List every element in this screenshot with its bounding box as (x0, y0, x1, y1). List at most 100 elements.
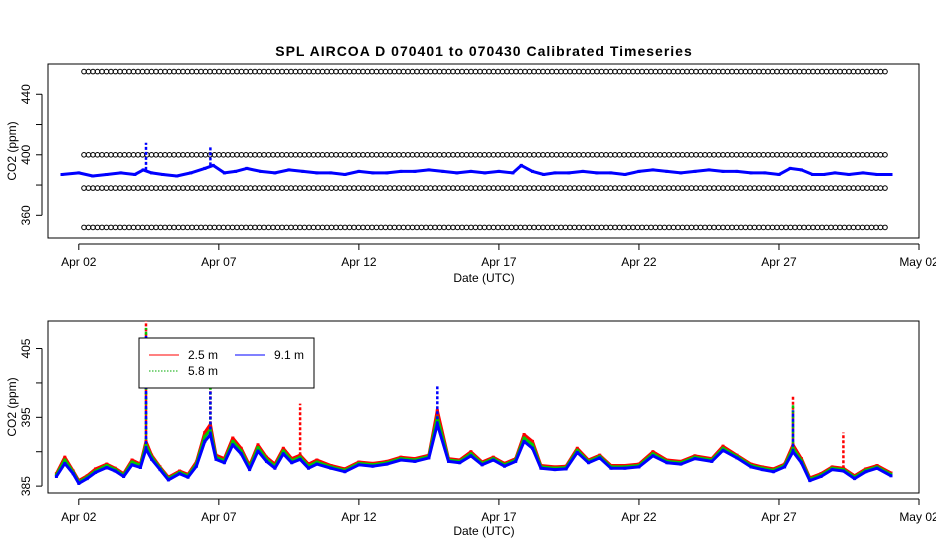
bottom-series-9-1-m (54, 334, 893, 485)
bottom-x-tick-label: Apr 02 (61, 510, 97, 524)
bottom-point-2-5-m (469, 450, 473, 454)
top-point-co2 (595, 171, 599, 175)
bottom-point-9-1-m (693, 457, 697, 461)
top-point-co2 (721, 169, 725, 173)
bottom-point-9-1-m (749, 465, 753, 469)
bottom-point-9-1-m (651, 454, 655, 458)
top-point-co2 (609, 171, 613, 175)
bottom-x-tick-label: May 02 (899, 510, 936, 524)
bottom-point-5-8-m (522, 436, 526, 440)
bottom-point-9-1-m (564, 467, 568, 471)
bottom-point-9-1-m (447, 459, 450, 463)
top-series (60, 142, 893, 178)
top-point-co2 (329, 171, 333, 175)
bottom-y-axis: 385 395 405 (19, 338, 43, 496)
bottom-x-tick-label: Apr 17 (481, 510, 517, 524)
top-point-co2 (542, 173, 546, 176)
bottom-x-tick-label: Apr 07 (201, 510, 237, 524)
top-y-axis-label: CO2 (ppm) (5, 121, 19, 180)
top-y-tick-label: 400 (19, 144, 33, 164)
top-point-co2 (665, 169, 669, 173)
top-point-co2 (60, 173, 64, 176)
bottom-point-9-1-m (315, 462, 319, 466)
top-point-co2 (413, 169, 417, 173)
top-point-co2 (133, 173, 137, 176)
top-point-co2 (273, 171, 277, 175)
top-point-co2 (581, 169, 585, 173)
bottom-point-9-1-m (85, 477, 89, 481)
top-panel: Apr 02 Apr 07 Apr 12 Apr 17 Apr 22 Apr 27 May … (5, 63, 936, 285)
top-point-co2 (483, 171, 487, 175)
top-point-co2 (385, 171, 389, 175)
bottom-point-9-1-m (307, 466, 310, 470)
bottom-y-tick-label: 385 (19, 476, 33, 496)
top-point-co2 (637, 169, 641, 173)
top-y-axis: 360 400 440 (19, 84, 43, 225)
bottom-point-5-8-m (281, 449, 285, 453)
top-x-tick-label: Apr 22 (621, 255, 657, 269)
bottom-point-9-1-m (77, 481, 81, 485)
bottom-point-9-1-m (130, 463, 134, 467)
bottom-point-9-1-m (799, 461, 803, 465)
top-point-co2 (511, 171, 515, 175)
bottom-point-9-1-m (819, 475, 823, 478)
top-point-co2 (371, 171, 375, 175)
bottom-point-9-1-m (841, 469, 845, 473)
bottom-point-9-1-m (94, 470, 98, 474)
bottom-point-9-1-m (760, 468, 764, 472)
top-point-co2 (91, 174, 95, 178)
top-point-co2 (441, 169, 445, 173)
bottom-point-9-1-m (575, 450, 579, 454)
bottom-point-2-5-m (651, 450, 655, 454)
bottom-point-5-8-m (239, 449, 243, 453)
bottom-point-9-1-m (203, 439, 207, 443)
bottom-point-9-1-m (679, 462, 683, 466)
bottom-point-9-1-m (256, 449, 260, 453)
top-point-co2 (777, 173, 781, 176)
top-point-co2 (889, 173, 893, 176)
top-x-tick-label: Apr 07 (201, 255, 237, 269)
bottom-point-9-1-m (113, 469, 117, 473)
bottom-point-9-1-m (281, 452, 285, 456)
top-point-co2 (301, 169, 305, 173)
bottom-point-9-1-m (166, 478, 170, 482)
top-point-co2 (161, 173, 165, 176)
bottom-line-5-8-m (55, 415, 892, 484)
bottom-point-9-1-m (150, 457, 154, 461)
bottom-point-9-1-m (122, 475, 126, 478)
bottom-point-9-1-m (609, 466, 613, 470)
bottom-y-tick-label: 395 (19, 407, 33, 427)
bottom-point-2-5-m (239, 446, 243, 450)
top-y-tick-label: 360 (19, 205, 33, 225)
bottom-point-9-1-m (138, 466, 142, 469)
bottom-point-5-8-m (231, 439, 235, 443)
top-series-co2 (60, 142, 893, 178)
bottom-point-9-1-m (875, 466, 879, 470)
bottom-point-9-1-m (539, 466, 543, 470)
bottom-point-9-1-m (265, 459, 268, 463)
top-point-co2 (259, 169, 263, 173)
bottom-point-2-5-m (435, 408, 439, 412)
bottom-point-5-8-m (469, 452, 473, 456)
bottom-point-9-1-m (186, 475, 190, 479)
bottom-point-9-1-m (469, 454, 473, 458)
bottom-point-9-1-m (54, 475, 58, 478)
bottom-point-9-1-m (385, 462, 389, 466)
top-point-co2 (150, 171, 154, 175)
top-point-co2 (119, 171, 123, 175)
bottom-point-2-5-m (575, 446, 579, 450)
bottom-point-5-8-m (130, 460, 134, 464)
top-x-axis-label: Date (UTC) (453, 271, 514, 285)
top-x-axis: Apr 02 Apr 07 Apr 12 Apr 17 Apr 22 Apr 27 May … (61, 243, 936, 269)
bottom-x-axis-label: Date (UTC) (453, 524, 514, 538)
bottom-point-9-1-m (514, 459, 518, 463)
bottom-point-9-1-m (864, 470, 868, 474)
bottom-point-9-1-m (371, 464, 375, 468)
top-point-co2 (141, 168, 145, 172)
bottom-point-9-1-m (158, 468, 162, 472)
bottom-point-9-1-m (239, 452, 243, 456)
top-point-co2 (399, 169, 403, 173)
top-point-co2 (553, 171, 557, 175)
bottom-point-2-5-m (522, 433, 526, 436)
bottom-point-9-1-m (665, 461, 669, 465)
